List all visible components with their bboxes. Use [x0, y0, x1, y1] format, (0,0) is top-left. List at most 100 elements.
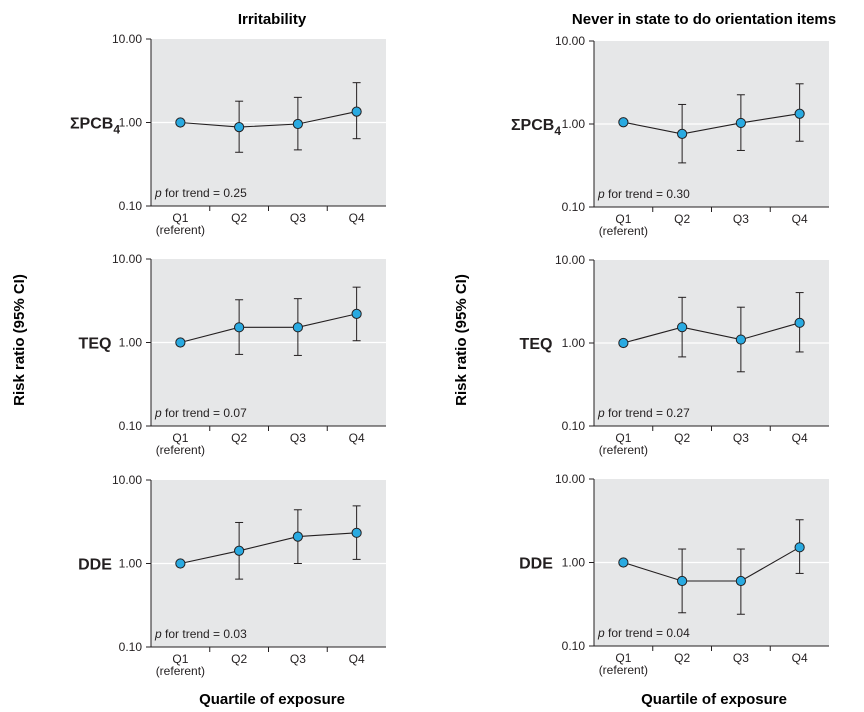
- x-tick-label: Q3: [733, 651, 749, 665]
- data-point: [292, 322, 303, 333]
- x-tick-label: Q2: [231, 211, 247, 225]
- x-tick-label: Q3: [290, 211, 306, 225]
- x-tick-label: Q3: [290, 652, 306, 666]
- x-tick-label: Q1: [615, 212, 631, 226]
- data-point: [735, 117, 746, 129]
- data-point: [175, 117, 186, 128]
- x-tick-label: Q4: [792, 651, 808, 665]
- chart-panel: 10.00 1.00 0.10 Q1 Q2 Q3 Q4 (referent) p for tre…: [78, 473, 386, 678]
- x-tick-label: Q4: [349, 431, 365, 445]
- x-tick-label: Q2: [674, 212, 690, 226]
- row-label-subscript: 4: [113, 123, 120, 137]
- data-point: [618, 337, 629, 349]
- trend-annotation: p for trend = 0.27: [597, 406, 690, 420]
- data-point: [234, 322, 245, 333]
- x-tick-label: Q4: [792, 212, 808, 226]
- chart-panel: 10.00 1.00 0.10 Q1 Q2 Q3 Q4 (referent) p for tre…: [511, 34, 829, 238]
- row-label: ΣPCB4: [70, 116, 120, 137]
- series-line: [180, 532, 357, 565]
- data-point: [351, 308, 362, 320]
- x-tick-label: Q4: [349, 652, 365, 666]
- x-tick-label: Q1: [172, 652, 188, 666]
- row-label: ΣPCB4: [511, 117, 561, 138]
- y-tick-label: 1.00: [562, 117, 586, 131]
- data-point: [234, 122, 245, 133]
- y-tick-label: 1.00: [562, 556, 586, 570]
- y-tick-label: 10.00: [112, 32, 142, 46]
- y-tick-label: 0.10: [119, 640, 143, 654]
- data-point: [618, 117, 629, 128]
- data-point: [234, 545, 245, 556]
- trend-p-symbol: p: [597, 406, 605, 420]
- trend-annotation: p for trend = 0.04: [597, 626, 690, 640]
- y-tick-label: 0.10: [562, 200, 586, 214]
- series-line: [623, 322, 800, 344]
- trend-value: for trend = 0.03: [162, 627, 247, 641]
- x-tick-label: Q1: [615, 431, 631, 445]
- series-line: [623, 546, 800, 582]
- x-tick-sublabel: (referent): [599, 224, 648, 238]
- chart-panel: 10.00 1.00 0.10 Q1 Q2 Q3 Q4 (referent) p for tre…: [520, 253, 829, 457]
- trend-annotation: p for trend = 0.07: [154, 406, 247, 420]
- trend-value: for trend = 0.25: [162, 186, 247, 200]
- data-point: [351, 106, 362, 117]
- y-tick-label: 10.00: [112, 252, 142, 266]
- data-point: [677, 322, 688, 333]
- x-tick-label: Q4: [792, 431, 808, 445]
- trend-annotation: p for trend = 0.30: [597, 187, 690, 201]
- x-tick-label: Q2: [674, 651, 690, 665]
- x-tick-label: Q2: [674, 431, 690, 445]
- x-tick-label: Q2: [231, 652, 247, 666]
- data-point: [618, 557, 629, 568]
- trend-p-symbol: p: [154, 186, 162, 200]
- y-axis-label-left: Risk ratio (95% CI): [11, 274, 28, 406]
- row-label-main: ΣPCB: [511, 117, 554, 134]
- x-tick-sublabel: (referent): [156, 223, 205, 237]
- x-tick-label: Q1: [172, 211, 188, 225]
- trend-p-symbol: p: [597, 626, 605, 640]
- trend-value: for trend = 0.30: [605, 187, 690, 201]
- y-tick-label: 0.10: [562, 639, 586, 653]
- x-axis-label-left: Quartile of exposure: [199, 691, 345, 708]
- data-point: [292, 531, 303, 542]
- column-title-right: Never in state to do orientation items: [572, 11, 836, 28]
- y-tick-label: 0.10: [119, 419, 143, 433]
- x-tick-sublabel: (referent): [599, 443, 648, 457]
- series-line: [623, 113, 800, 135]
- row-label-subscript: 4: [554, 124, 561, 138]
- data-point: [794, 542, 805, 553]
- y-tick-label: 1.00: [119, 116, 143, 130]
- row-label: TEQ: [520, 336, 553, 353]
- y-tick-label: 0.10: [562, 419, 586, 433]
- data-point: [175, 337, 186, 348]
- y-tick-label: 10.00: [112, 473, 142, 487]
- data-point: [794, 317, 805, 328]
- y-tick-label: 10.00: [555, 253, 585, 267]
- y-tick-label: 1.00: [119, 336, 143, 350]
- trend-annotation: p for trend = 0.03: [154, 627, 247, 641]
- y-tick-label: 10.00: [555, 34, 585, 48]
- row-label-main: ΣPCB: [70, 116, 113, 133]
- x-tick-label: Q1: [615, 651, 631, 665]
- data-point: [677, 128, 688, 139]
- chart-panel: 10.00 1.00 0.10 Q1 Q2 Q3 Q4 (referent) p for tre…: [519, 472, 829, 677]
- x-tick-sublabel: (referent): [156, 664, 205, 678]
- trend-p-symbol: p: [154, 406, 162, 420]
- series-line: [180, 313, 357, 344]
- y-tick-label: 0.10: [119, 199, 143, 213]
- x-tick-label: Q3: [733, 431, 749, 445]
- y-tick-label: 1.00: [119, 557, 143, 571]
- data-point: [735, 575, 746, 587]
- data-point: [351, 527, 362, 538]
- chart-panel: 10.00 1.00 0.10 Q1 Q2 Q3 Q4 (referent) p for tre…: [70, 32, 386, 237]
- y-tick-label: 10.00: [555, 472, 585, 486]
- chart-panel: 10.00 1.00 0.10 Q1 Q2 Q3 Q4 (referent) p for tre…: [79, 252, 386, 457]
- x-tick-label: Q1: [172, 431, 188, 445]
- trend-p-symbol: p: [597, 187, 605, 201]
- trend-value: for trend = 0.04: [605, 626, 690, 640]
- trend-value: for trend = 0.27: [605, 406, 690, 420]
- column-title-left: Irritability: [238, 11, 307, 28]
- trend-annotation: p for trend = 0.25: [154, 186, 247, 200]
- y-tick-label: 1.00: [562, 336, 586, 350]
